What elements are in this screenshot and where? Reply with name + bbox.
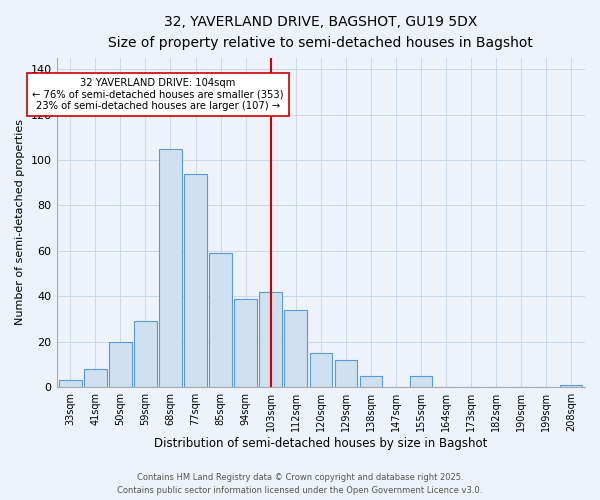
Bar xyxy=(410,376,432,387)
Text: Contains HM Land Registry data © Crown copyright and database right 2025.
Contai: Contains HM Land Registry data © Crown c… xyxy=(118,474,482,495)
Title: 32, YAVERLAND DRIVE, BAGSHOT, GU19 5DX
Size of property relative to semi-detache: 32, YAVERLAND DRIVE, BAGSHOT, GU19 5DX S… xyxy=(109,15,533,50)
Bar xyxy=(310,353,332,387)
Bar xyxy=(184,174,207,387)
Bar xyxy=(159,148,182,387)
Bar xyxy=(134,322,157,387)
Text: 32 YAVERLAND DRIVE: 104sqm
← 76% of semi-detached houses are smaller (353)
23% o: 32 YAVERLAND DRIVE: 104sqm ← 76% of semi… xyxy=(32,78,284,112)
Bar xyxy=(84,369,107,387)
Bar xyxy=(284,310,307,387)
Bar xyxy=(209,253,232,387)
Bar xyxy=(359,376,382,387)
X-axis label: Distribution of semi-detached houses by size in Bagshot: Distribution of semi-detached houses by … xyxy=(154,437,487,450)
Y-axis label: Number of semi-detached properties: Number of semi-detached properties xyxy=(15,120,25,326)
Bar xyxy=(335,360,357,387)
Bar xyxy=(109,342,131,387)
Bar xyxy=(59,380,82,387)
Bar xyxy=(235,298,257,387)
Bar xyxy=(259,292,282,387)
Bar xyxy=(560,385,583,387)
